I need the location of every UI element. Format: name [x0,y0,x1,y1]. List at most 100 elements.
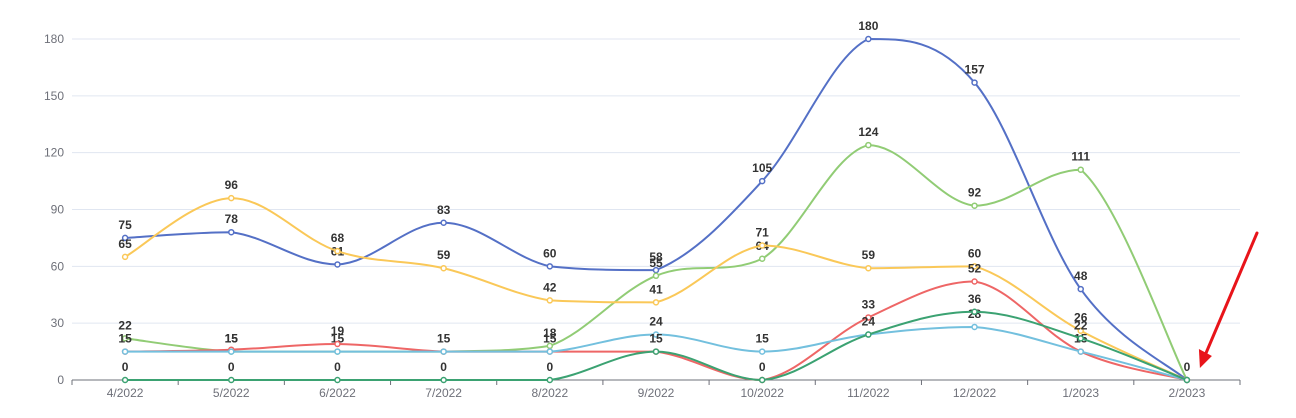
x-tick-label: 5/2022 [213,386,250,400]
x-tick-label: 12/2022 [953,386,997,400]
data-label: 157 [965,63,985,77]
data-label: 55 [649,256,663,270]
data-point [1183,376,1191,384]
series-5: 151515152415242815 [118,307,1191,384]
data-label: 0 [440,360,447,374]
data-point [865,141,872,149]
x-tick-label: 2/2023 [1169,386,1206,400]
data-label: 96 [225,178,239,192]
data-point [334,247,341,255]
data-point [652,331,660,338]
data-label: 59 [437,248,451,262]
data-label: 0 [759,360,766,374]
data-point [440,348,447,355]
data-label: 83 [437,203,451,217]
data-label: 78 [225,212,239,226]
x-tick-label: 1/2023 [1062,386,1099,400]
data-label: 52 [968,261,982,275]
data-point [440,376,447,384]
data-label: 0 [228,360,235,374]
y-tick-label: 150 [44,89,64,103]
data-point [652,348,660,355]
data-label: 42 [543,280,557,294]
data-label: 180 [858,19,878,33]
data-label: 59 [862,248,876,262]
data-point [758,348,766,355]
data-point [334,348,341,355]
data-label: 0 [334,360,341,374]
data-point [1077,348,1084,355]
data-point [1077,285,1084,293]
data-label: 15 [118,332,132,346]
data-label: 15 [649,332,663,346]
x-tick-label: 6/2022 [319,386,356,400]
x-tick-label: 8/2022 [531,386,568,400]
data-point [971,202,978,209]
data-label: 0 [122,360,129,374]
data-point [758,376,766,384]
data-point [546,348,554,355]
data-label: 33 [862,297,876,311]
series-1: 75786183605810518015748 [118,19,1191,384]
data-label: 41 [649,282,663,296]
data-point [228,348,235,355]
data-point [971,278,978,285]
data-point [652,299,660,306]
data-point [334,340,341,348]
arrow-head [1198,349,1212,368]
data-label: 60 [543,246,557,260]
data-point [334,376,341,384]
arrow-shaft [1202,231,1259,360]
data-label: 105 [752,161,772,175]
data-point [546,297,554,304]
x-tick-label: 4/2022 [107,386,144,400]
x-tick-label: 7/2022 [425,386,462,400]
data-point [228,228,235,236]
data-label: 19 [331,324,345,338]
data-label: 15 [225,332,239,346]
data-label: 15 [437,332,451,346]
data-label: 75 [118,218,132,232]
series-6: 0 0 0 0 0 15 0 36 22 0 [121,292,1191,384]
data-point [758,177,766,185]
data-point [865,264,872,272]
data-label: 22 [118,318,132,332]
data-point [1077,166,1084,173]
y-tick-label: 0 [57,373,64,387]
data-label: 71 [756,225,770,239]
data-label: 124 [858,125,878,139]
x-axis: 4/2022 5/2022 6/2022 7/2022 8/2022 9/2022 10/2… [71,379,1241,400]
data-label: 65 [118,237,132,251]
data-point [1077,335,1084,342]
data-label: 15 [225,332,239,346]
data-point [440,219,447,227]
data-point [971,323,978,331]
y-tick-label: 60 [51,259,65,273]
data-point [121,234,129,242]
data-label: 15 [543,332,557,346]
series-3: 65 96 68 59 42 41 71 59 60 26 [118,178,1191,384]
data-point [865,35,872,43]
data-label: 92 [968,186,982,200]
data-point [758,242,766,249]
data-point [121,335,129,342]
data-label: 36 [968,292,982,306]
y-tick-label: 180 [44,32,64,46]
data-label: 58 [649,250,663,264]
data-point [546,263,554,270]
annotation-arrow [1198,231,1259,368]
data-point [865,314,872,321]
data-point [228,194,235,202]
data-point [228,376,235,384]
data-label: 0 [546,360,553,374]
data-point [971,308,978,316]
data-label: 26 [1074,311,1088,325]
y-tick-label: 120 [44,146,64,160]
data-point [121,253,129,261]
data-point [121,376,129,384]
data-point [971,79,978,86]
x-tick-label: 9/2022 [638,386,675,400]
data-point [334,261,341,268]
